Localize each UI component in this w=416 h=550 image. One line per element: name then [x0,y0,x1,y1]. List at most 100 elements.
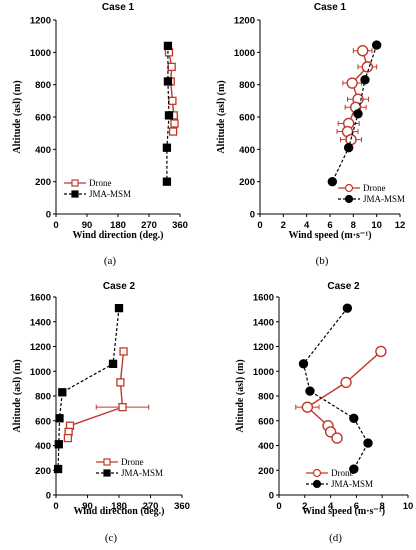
chart-panel-0: Case 1 0 200 400 600 800 1000 1200 0 90 180 270 360 W… [12,2,188,267]
x-tick-label: 4 [304,220,310,231]
x-tick-label: 0 [257,220,262,231]
chart-panel-1: Case 1 0 200 400 600 800 1000 1200 0 2 4 6 8 10 12 Wind… [216,2,405,267]
y-axis-label: Altitude (asl) (m) [235,359,246,432]
y-tick-label: 1000 [234,48,255,59]
y-tick-label: 1000 [30,367,51,378]
legend-marker [103,458,111,466]
y-tick-label: 1400 [253,317,274,328]
y-tick-label: 200 [35,177,51,188]
y-tick-label: 800 [35,392,51,403]
data-point [116,378,125,387]
y-tick-label: 600 [258,416,274,427]
panel-caption: (a) [104,255,117,267]
data-point [298,359,309,369]
y-tick-label: 1400 [30,317,51,328]
x-tick-label: 360 [172,220,188,231]
x-tick-label: 0 [53,220,58,231]
y-tick-label: 1600 [30,293,51,304]
chart-panel-3: Case 2 0 200 400 600 800 1000 1200 1400 1600 0 2 4 6 8… [235,281,413,544]
x-tick-label: 0 [53,501,58,512]
x-axis-label: Wind direction (deg.) [72,230,163,241]
y-tick-label: 0 [250,210,255,221]
data-point [63,433,73,443]
y-tick-label: 600 [35,416,51,427]
data-point [164,111,174,120]
y-tick-label: 600 [239,113,255,124]
x-tick-label: 180 [111,501,127,512]
x-tick-label: 8 [380,501,385,512]
y-tick-label: 800 [258,392,274,403]
data-point [118,402,127,412]
data-point [349,413,359,423]
data-point [353,109,363,119]
data-point [363,438,373,448]
legend-marker [344,194,354,204]
data-point [342,303,353,313]
legend-marker [103,469,111,477]
y-axis-label: Altitude (asl) (m) [12,359,23,432]
series-line [57,308,120,470]
x-tick-label: 10 [371,220,382,231]
y-tick-label: 600 [35,113,51,124]
chart-title: Case 2 [103,281,136,292]
data-point [53,464,63,474]
series-drone [63,347,150,443]
y-axis-label: Altitude (asl) (m) [12,80,23,153]
legend-marker [71,179,79,187]
chart-title: Case 2 [327,281,360,292]
data-point [108,359,118,368]
panel-caption: (d) [329,532,342,544]
y-tick-label: 400 [258,441,274,452]
data-point [167,62,176,72]
data-point [55,414,64,423]
x-axis-label: Wind speed (m·s⁻¹) [288,230,371,241]
data-point [356,45,369,57]
series-drone [295,345,387,444]
y-tick-label: 200 [35,466,51,477]
y-tick-label: 1200 [30,342,51,353]
data-point [371,40,382,50]
y-tick-label: 200 [258,466,274,477]
series-jma-msm [162,41,174,186]
legend-marker [344,183,354,193]
data-point [349,464,359,474]
y-tick-label: 1200 [253,342,274,353]
x-tick-label: 12 [395,220,406,231]
data-point [54,440,63,449]
x-tick-label: 4 [328,501,334,512]
legend-label: Drone [121,457,144,467]
data-point [163,77,173,86]
data-point [58,388,67,397]
x-tick-label: 0 [276,501,281,512]
x-axis-label: Wind speed (m·s⁻¹) [302,506,385,517]
x-tick-label: 180 [110,220,126,231]
y-tick-label: 1000 [253,367,274,378]
data-point [170,119,179,128]
y-tick-label: 200 [239,177,255,188]
data-point [163,41,173,51]
y-axis-label: Altitude (asl) (m) [216,80,227,153]
legend-marker [312,479,322,489]
y-tick-label: 1600 [253,293,274,304]
x-tick-label: 270 [143,501,159,512]
legend-label: Drone [363,183,386,193]
x-tick-label: 360 [174,501,190,512]
y-tick-label: 1000 [30,48,51,59]
y-tick-label: 400 [35,441,51,452]
series-jma-msm [53,303,124,474]
x-tick-label: 90 [82,501,93,512]
y-tick-label: 1200 [234,16,255,27]
data-point [375,345,387,358]
x-tick-label: 6 [354,501,359,512]
x-tick-label: 10 [403,501,414,512]
data-point [119,347,128,356]
y-tick-label: 0 [46,491,51,502]
legend-marker [71,190,79,198]
legend-label: JMA-MSM [121,468,163,478]
data-point [361,61,374,73]
data-point [162,143,172,152]
x-tick-label: 270 [141,220,157,231]
series-line [306,350,382,439]
